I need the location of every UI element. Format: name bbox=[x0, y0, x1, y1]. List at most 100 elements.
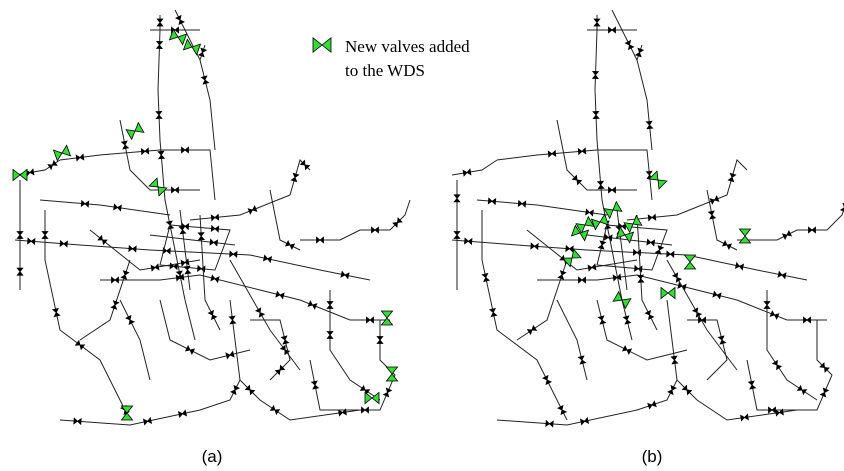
valve-half bbox=[371, 226, 376, 234]
valve bbox=[526, 324, 538, 336]
valve bbox=[636, 274, 645, 283]
valve-half bbox=[769, 310, 776, 317]
valve-half bbox=[650, 239, 656, 247]
valve bbox=[647, 400, 657, 410]
valve bbox=[80, 199, 90, 208]
valve bbox=[340, 270, 350, 280]
valve-half bbox=[634, 51, 642, 58]
valve-half bbox=[776, 364, 783, 371]
pipe bbox=[119, 299, 151, 381]
valve-half bbox=[621, 345, 628, 352]
new-valve bbox=[623, 214, 643, 234]
valve-half bbox=[709, 198, 716, 205]
valve-half bbox=[207, 309, 215, 316]
valve-half bbox=[175, 270, 183, 276]
valve-half bbox=[371, 391, 380, 405]
valve-half bbox=[229, 250, 234, 258]
valve-half bbox=[579, 229, 590, 242]
valve-half bbox=[453, 231, 461, 236]
pipe bbox=[39, 199, 171, 216]
valve-half bbox=[719, 339, 727, 345]
valve-half bbox=[453, 197, 461, 203]
pipe bbox=[616, 209, 628, 291]
valve-half bbox=[634, 264, 639, 273]
valve bbox=[597, 315, 607, 325]
valve-half bbox=[84, 200, 90, 208]
valve-half bbox=[284, 240, 291, 247]
pipe bbox=[179, 209, 191, 291]
valve-half bbox=[681, 384, 688, 391]
valve-half bbox=[453, 194, 461, 199]
valve-half bbox=[181, 409, 188, 417]
valve-half bbox=[611, 26, 616, 34]
valve-half bbox=[290, 176, 298, 183]
valve bbox=[183, 265, 192, 275]
valve bbox=[579, 416, 590, 426]
valve-half bbox=[304, 164, 311, 171]
valve bbox=[666, 250, 675, 258]
valve bbox=[593, 18, 601, 27]
valve-half bbox=[670, 384, 677, 391]
valve-half bbox=[120, 140, 128, 146]
valve-half bbox=[590, 218, 601, 231]
valve bbox=[73, 417, 82, 426]
valve-half bbox=[41, 231, 49, 236]
valve-half bbox=[592, 110, 600, 116]
valve-half bbox=[781, 233, 788, 240]
valve bbox=[51, 307, 61, 318]
valve-half bbox=[181, 146, 186, 154]
valve-half bbox=[157, 154, 166, 160]
valve bbox=[571, 174, 583, 186]
valve-half bbox=[79, 153, 85, 161]
valve bbox=[197, 232, 206, 241]
valve-half bbox=[576, 179, 583, 186]
valve bbox=[698, 316, 706, 324]
valve-half bbox=[627, 44, 635, 51]
valve bbox=[734, 261, 745, 271]
valve bbox=[178, 225, 187, 235]
valve-half bbox=[228, 315, 236, 321]
valve-half bbox=[140, 147, 146, 156]
valve bbox=[125, 314, 135, 326]
valve-half bbox=[397, 217, 403, 223]
valve-half bbox=[30, 237, 36, 246]
valve bbox=[225, 350, 235, 360]
valve-half bbox=[548, 420, 554, 428]
pipe bbox=[636, 214, 658, 331]
valve-half bbox=[819, 362, 825, 368]
valve bbox=[175, 273, 185, 282]
valve bbox=[585, 208, 594, 217]
valve-half bbox=[597, 315, 605, 321]
valve-half bbox=[247, 208, 254, 215]
valve bbox=[577, 147, 587, 156]
valve-half bbox=[47, 164, 54, 171]
valve-half bbox=[385, 387, 393, 394]
valve bbox=[819, 362, 830, 373]
valve-half bbox=[326, 331, 334, 336]
valve-half bbox=[131, 245, 137, 253]
valve-half bbox=[621, 222, 627, 231]
valve-half bbox=[839, 206, 844, 213]
valve-half bbox=[603, 208, 614, 220]
valve bbox=[803, 316, 811, 324]
valve bbox=[819, 387, 830, 398]
valve-half bbox=[645, 120, 653, 126]
valve-half bbox=[125, 314, 132, 321]
valve-half bbox=[173, 262, 178, 271]
valve-half bbox=[781, 272, 787, 280]
valve-half bbox=[177, 33, 188, 46]
valve-half bbox=[583, 416, 590, 424]
valve-half bbox=[517, 199, 523, 208]
valve-half bbox=[637, 47, 645, 54]
valve-half bbox=[717, 335, 725, 341]
valve-half bbox=[608, 26, 613, 34]
valve bbox=[244, 384, 256, 396]
valve-half bbox=[547, 150, 553, 158]
valve-half bbox=[622, 315, 630, 321]
valve-half bbox=[51, 307, 59, 314]
valve-half bbox=[307, 300, 314, 307]
new-valve bbox=[612, 290, 632, 310]
valve bbox=[210, 274, 220, 284]
valve-half bbox=[385, 373, 399, 382]
valve-half bbox=[616, 273, 622, 281]
